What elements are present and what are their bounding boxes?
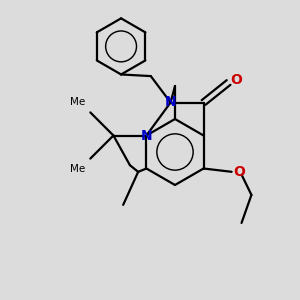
Text: Me: Me [70,164,85,174]
Text: N: N [141,128,152,142]
Text: O: O [234,165,246,179]
Text: N: N [165,95,176,110]
Text: Me: Me [70,98,85,107]
Text: O: O [231,73,242,86]
